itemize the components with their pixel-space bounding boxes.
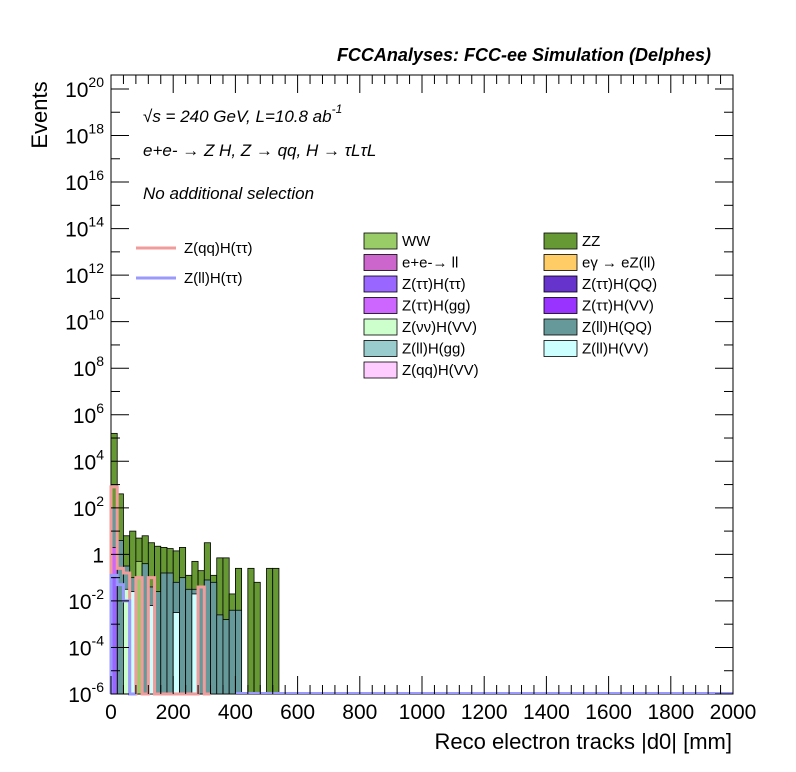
y-tick-label-11: 10-2 [68,586,104,614]
legend-swatch-12 [363,361,398,379]
x-tick-label-5: 1000 [399,701,446,724]
legend-swatch-8 [363,318,398,336]
legend-line-label-0: Z(qq)H(ττ) [184,240,253,257]
overlay-bar-20 [234,609,243,695]
x-tick-label-6: 1200 [461,701,508,724]
x-tick-label-0: 0 [105,701,117,724]
chart-title: FCCAnalyses: FCC-ee Simulation (Delphes) [337,45,711,65]
y-tick-label-7: 106 [73,400,104,428]
legend: Z(qq)H(ττ) Z(ll)H(ττ) WW ZZ e+e-→ ll eγ → eZ(… [136,232,657,379]
legend-label-1: ZZ [582,233,600,250]
legend-label-10: Z(ll)H(gg) [402,341,465,358]
legend-swatch-6 [363,297,398,314]
y-tick-label-10: 1 [92,544,104,567]
legend-label-3: eγ → eZ(ll) [582,255,655,272]
y-tick-label-4: 1012 [65,260,104,288]
selection-annotation: No additional selection [143,184,314,203]
x-tick-label-3: 600 [280,701,315,724]
y-tick-label-2: 1016 [65,167,104,195]
x-tick-label-8: 1600 [585,701,632,724]
stack-bar-22 [247,567,255,695]
overlay-bar-16 [210,581,218,695]
legend-line-label-1: Z(ll)H(ττ) [184,270,243,287]
overlay-bar-8 [160,572,168,695]
x-tick-label-4: 800 [342,701,377,724]
legend-label-0: WW [402,233,431,250]
line-zll-htautau [109,573,136,696]
x-tick-label-9: 1800 [647,701,694,724]
legend-label-5: Z(ττ)H(QQ) [582,276,657,293]
energy-annotation: √s = 240 GeV, L=10.8 ab-1 [143,102,342,126]
legend-label-9: Z(ll)H(QQ) [582,319,652,336]
legend-label-4: Z(ττ)H(ττ) [402,276,466,293]
overlay-bar-11 [179,577,187,695]
y-tick-label-0: 1020 [65,74,104,102]
legend-swatch-5 [543,275,578,293]
legend-label-7: Z(ττ)H(VV) [582,298,654,315]
y-tick-label-3: 1014 [65,214,104,242]
legend-label-12: Z(qq)H(VV) [402,362,479,379]
x-axis-label: Reco electron tracks |d0| [mm] [434,729,732,754]
overlay-bar-18 [222,619,230,695]
x-tick-label-2: 400 [218,701,253,724]
overlay-bar-19 [228,609,236,695]
y-tick-label-6: 108 [73,353,104,381]
x-tick-label-10: 2000 [710,701,757,724]
y-axis-label: Events [27,81,52,148]
legend-swatch-0 [363,232,398,250]
legend-label-2: e+e-→ ll [402,255,458,272]
legend-swatch-11 [543,340,578,357]
x-tick-label-1: 200 [156,701,191,724]
stack-bar-25 [266,567,274,695]
overlay-bar-26 [172,612,180,695]
overlay-bar-9 [166,572,174,695]
overlay-series [110,507,243,695]
process-annotation: e+e- → Z H, Z → qq, H → τLτL [143,141,376,160]
stack-bar-23 [253,581,261,695]
y-tick-label-1: 1018 [65,121,104,149]
stack-bar-26 [272,567,280,695]
legend-swatch-10 [363,340,398,357]
legend-swatch-7 [543,297,578,314]
energy-text: √s = 240 GeV, L=10.8 ab [143,107,332,126]
overlay-bar-17 [216,614,224,695]
legend-label-11: Z(ll)H(VV) [582,341,649,358]
legend-swatch-9 [543,318,578,336]
legend-swatch-4 [363,275,398,293]
overlay-bar-12 [185,588,193,695]
y-tick-label-12: 10-4 [68,632,104,660]
y-tick-label-5: 1010 [65,307,104,335]
y-tick-label-13: 10-6 [68,679,104,707]
axes: 0 200 400 600 800 1000 1200 1400 1600 1800 2000 102… [65,74,756,724]
line-zqq-htautau [109,485,211,696]
legend-label-8: Z(νν)H(VV) [402,319,477,336]
x-tick-label-7: 1400 [523,701,570,724]
energy-exponent: -1 [332,102,343,116]
y-tick-label-9: 102 [73,493,104,521]
legend-swatch-1 [543,232,578,250]
y-tick-label-8: 104 [73,446,104,474]
legend-swatch-2 [363,254,398,271]
legend-label-6: Z(ττ)H(gg) [402,298,471,315]
legend-swatch-3 [543,254,578,271]
